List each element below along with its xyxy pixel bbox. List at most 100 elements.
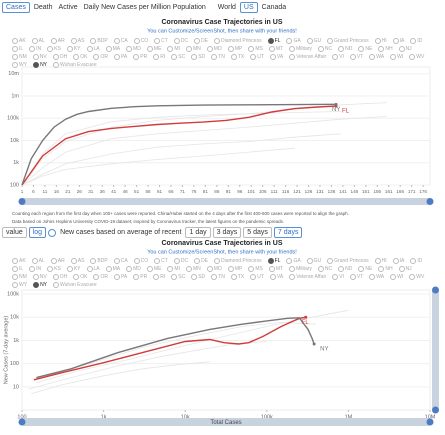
radio[interactable] bbox=[306, 38, 313, 44]
state-option[interactable]: NC bbox=[317, 46, 332, 52]
state-option[interactable]: MA bbox=[105, 266, 120, 272]
state-option[interactable]: TX bbox=[230, 274, 244, 280]
state-option[interactable]: MD bbox=[126, 46, 141, 52]
state-option[interactable]: OK bbox=[73, 274, 87, 280]
state-option[interactable]: MO bbox=[206, 46, 222, 52]
state-option[interactable]: OR bbox=[93, 54, 108, 60]
state-option[interactable]: ND bbox=[338, 46, 352, 52]
state-option[interactable]: KS bbox=[47, 266, 61, 272]
state-option[interactable]: ME bbox=[146, 266, 161, 272]
radio[interactable] bbox=[398, 46, 405, 52]
radio[interactable] bbox=[52, 274, 59, 280]
radio[interactable] bbox=[50, 38, 57, 44]
radio[interactable] bbox=[113, 274, 120, 280]
state-option[interactable]: DE bbox=[194, 258, 208, 264]
radio[interactable] bbox=[185, 266, 192, 272]
radio[interactable] bbox=[31, 38, 38, 44]
state-option[interactable]: IL bbox=[12, 266, 23, 272]
state-option[interactable]: WV bbox=[409, 54, 424, 60]
state-option[interactable]: RI bbox=[153, 54, 165, 60]
tab[interactable]: Cases bbox=[2, 2, 30, 13]
state-option[interactable]: UT bbox=[250, 274, 264, 280]
state-option[interactable]: AK bbox=[12, 38, 26, 44]
state-option[interactable]: NM bbox=[12, 274, 27, 280]
radio[interactable] bbox=[12, 38, 18, 44]
radio[interactable] bbox=[146, 46, 153, 52]
state-option[interactable]: NH bbox=[378, 46, 393, 52]
radio[interactable] bbox=[358, 266, 365, 272]
radio[interactable] bbox=[29, 266, 36, 272]
radio[interactable] bbox=[289, 266, 296, 272]
state-option[interactable]: VA bbox=[269, 274, 283, 280]
radio[interactable] bbox=[338, 46, 345, 52]
tab[interactable]: Daily New Cases per Million Population bbox=[83, 4, 206, 11]
radio[interactable] bbox=[230, 54, 237, 60]
radio[interactable] bbox=[52, 54, 59, 60]
radio[interactable] bbox=[211, 274, 218, 280]
state-option[interactable]: VT bbox=[349, 274, 363, 280]
radio[interactable] bbox=[133, 274, 140, 280]
radio[interactable] bbox=[171, 274, 178, 280]
radio[interactable] bbox=[113, 38, 120, 44]
state-option[interactable]: AR bbox=[50, 38, 65, 44]
radio[interactable] bbox=[369, 54, 376, 60]
state-option[interactable]: DC bbox=[173, 258, 188, 264]
state-option[interactable]: FL bbox=[267, 38, 280, 44]
state-option[interactable]: WY bbox=[12, 282, 27, 288]
radio[interactable] bbox=[133, 258, 140, 264]
state-option[interactable]: WY bbox=[12, 62, 27, 68]
radio[interactable] bbox=[206, 46, 213, 52]
state-option[interactable]: ID bbox=[410, 258, 422, 264]
state-option[interactable]: TX bbox=[230, 54, 244, 60]
state-option[interactable]: BDP bbox=[90, 258, 108, 264]
radio[interactable] bbox=[269, 274, 276, 280]
radio[interactable] bbox=[133, 54, 140, 60]
radio[interactable] bbox=[53, 282, 60, 288]
radio[interactable] bbox=[268, 266, 275, 272]
state-option[interactable]: NV bbox=[32, 274, 47, 280]
state-option[interactable]: HI bbox=[374, 258, 387, 264]
state-option[interactable]: FL bbox=[267, 258, 280, 264]
state-option[interactable]: WA bbox=[369, 54, 384, 60]
radio[interactable] bbox=[191, 274, 198, 280]
state-option[interactable]: NC bbox=[317, 266, 332, 272]
state-option[interactable]: IA bbox=[392, 38, 404, 44]
region[interactable]: US bbox=[239, 2, 258, 13]
radio[interactable] bbox=[153, 54, 160, 60]
radio[interactable] bbox=[167, 46, 174, 52]
radio[interactable] bbox=[286, 258, 293, 264]
radio[interactable] bbox=[378, 46, 385, 52]
radio[interactable] bbox=[248, 46, 255, 52]
radio[interactable] bbox=[50, 258, 57, 264]
state-option[interactable]: VT bbox=[349, 54, 363, 60]
radio[interactable] bbox=[390, 54, 397, 60]
radio[interactable] bbox=[398, 266, 405, 272]
radio[interactable] bbox=[289, 274, 296, 280]
radio[interactable] bbox=[349, 54, 356, 60]
tab[interactable]: Death bbox=[33, 4, 53, 11]
radio[interactable] bbox=[358, 46, 365, 52]
state-option[interactable]: GA bbox=[286, 258, 301, 264]
radio[interactable] bbox=[33, 282, 40, 288]
state-option[interactable]: NH bbox=[378, 266, 393, 272]
radio[interactable] bbox=[327, 258, 334, 264]
radio[interactable] bbox=[211, 54, 218, 60]
state-option[interactable]: NY bbox=[33, 62, 47, 68]
radio[interactable] bbox=[47, 46, 54, 52]
state-option[interactable]: DE bbox=[194, 38, 208, 44]
state-option[interactable]: GA bbox=[286, 38, 301, 44]
radio[interactable] bbox=[70, 258, 77, 264]
radio[interactable] bbox=[306, 258, 313, 264]
radio[interactable] bbox=[105, 46, 112, 52]
state-option[interactable]: NY bbox=[33, 282, 47, 288]
state-option[interactable]: OH bbox=[52, 274, 67, 280]
window-button[interactable]: 7 days bbox=[273, 227, 303, 238]
state-option[interactable]: MN bbox=[185, 46, 201, 52]
radio[interactable] bbox=[317, 46, 324, 52]
radio[interactable] bbox=[29, 46, 36, 52]
radio[interactable] bbox=[12, 54, 18, 60]
radio[interactable] bbox=[374, 258, 381, 264]
radio[interactable] bbox=[214, 258, 221, 264]
radio[interactable] bbox=[90, 38, 97, 44]
state-option[interactable]: WV bbox=[409, 274, 424, 280]
